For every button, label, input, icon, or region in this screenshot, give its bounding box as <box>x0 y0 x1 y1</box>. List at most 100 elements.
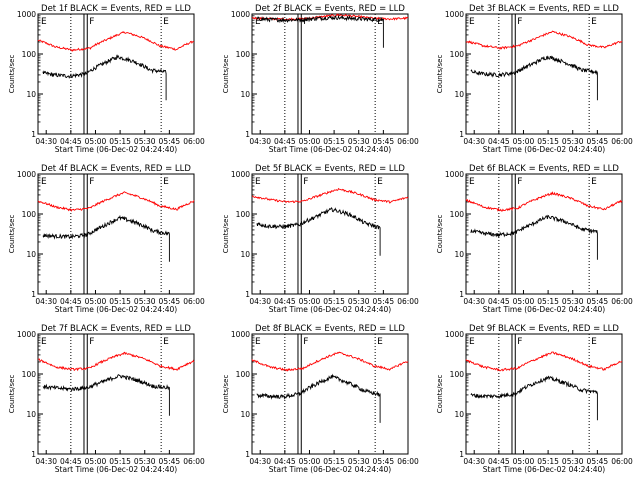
x-axis-label: Start Time (06-Dec-02 04:24:40) <box>483 145 605 154</box>
x-tick-label: 06:00 <box>183 137 205 146</box>
x-tick-label: 04:30 <box>463 137 485 146</box>
y-tick-label: 100 <box>236 370 251 379</box>
x-tick-label: 04:45 <box>60 457 82 466</box>
plot-frame <box>465 173 623 295</box>
lld-series-line <box>251 187 409 204</box>
y-tick-label: 10 <box>240 410 250 419</box>
panel-det-7: Det 7f BLACK = Events, RED = LLD Counts/s… <box>8 324 205 474</box>
marker-label: E <box>591 177 597 187</box>
events-series-line <box>42 374 170 416</box>
y-tick-label: 10 <box>240 90 250 99</box>
y-axis-label: Counts/sec <box>222 55 230 94</box>
x-axis-label: Start Time (06-Dec-02 04:24:40) <box>269 145 391 154</box>
marker-label: F <box>303 17 308 27</box>
x-tick-label: 05:45 <box>587 137 609 146</box>
x-tick-label: 05:00 <box>299 457 321 466</box>
marker-label: E <box>469 177 475 187</box>
y-tick-label: 1000 <box>231 330 250 339</box>
x-tick-label: 05:15 <box>537 297 559 306</box>
y-axis-label: Counts/sec <box>222 375 230 414</box>
x-tick-label: 05:15 <box>323 137 345 146</box>
y-tick-label: 10 <box>454 90 464 99</box>
panel-det-2: Det 2f BLACK = Events, RED = LLD Counts/s… <box>222 4 419 154</box>
marker-label: F <box>303 337 308 347</box>
y-tick-label: 10 <box>26 410 36 419</box>
lld-series-line <box>37 351 195 372</box>
plot-frame <box>251 13 409 135</box>
y-axis-label: Counts/sec <box>8 55 16 94</box>
panel-det-4: Det 4f BLACK = Events, RED = LLD Counts/s… <box>8 164 205 314</box>
marker-label: E <box>163 337 169 347</box>
marker-label: F <box>517 17 522 27</box>
y-tick-label: 1000 <box>231 170 250 179</box>
x-tick-label: 05:15 <box>323 297 345 306</box>
y-tick-label: 1 <box>31 130 36 139</box>
marker-label: F <box>89 337 94 347</box>
y-tick-label: 100 <box>236 50 251 59</box>
marker-label: E <box>163 177 169 187</box>
x-tick-label: 05:30 <box>348 457 370 466</box>
y-tick-label: 1000 <box>445 10 464 19</box>
lld-series-line <box>37 191 195 212</box>
x-tick-label: 05:00 <box>85 137 107 146</box>
marker-label: E <box>377 17 383 27</box>
x-tick-label: 06:00 <box>183 457 205 466</box>
panel-title: Det 1f BLACK = Events, RED = LLD <box>41 4 191 14</box>
panel-det-1: Det 1f BLACK = Events, RED = LLD Counts/s… <box>8 4 205 154</box>
x-tick-label: 05:30 <box>562 297 584 306</box>
x-tick-label: 05:30 <box>348 297 370 306</box>
x-tick-label: 05:15 <box>537 137 559 146</box>
x-tick-label: 04:30 <box>463 457 485 466</box>
x-tick-label: 05:30 <box>348 137 370 146</box>
x-tick-label: 05:45 <box>159 457 181 466</box>
x-tick-label: 06:00 <box>611 457 633 466</box>
y-tick-label: 10 <box>26 90 36 99</box>
x-tick-label: 05:30 <box>562 457 584 466</box>
x-tick-label: 05:00 <box>513 457 535 466</box>
marker-label: E <box>163 17 169 27</box>
y-tick-label: 1000 <box>17 10 36 19</box>
x-tick-label: 04:45 <box>60 137 82 146</box>
x-tick-label: 05:45 <box>587 297 609 306</box>
x-tick-label: 05:00 <box>513 137 535 146</box>
x-tick-label: 04:45 <box>274 137 296 146</box>
x-tick-label: 05:45 <box>373 457 395 466</box>
x-tick-label: 04:45 <box>274 457 296 466</box>
x-tick-label: 05:00 <box>513 297 535 306</box>
plot-frame <box>37 173 195 295</box>
events-series-line <box>42 214 170 262</box>
events-series-line <box>42 54 167 101</box>
y-axis-label: Counts/sec <box>436 215 444 254</box>
panel-title: Det 2f BLACK = Events, RED = LLD <box>255 4 405 14</box>
y-tick-label: 10 <box>26 250 36 259</box>
x-tick-label: 05:15 <box>323 457 345 466</box>
marker-label: E <box>377 177 383 187</box>
lld-series-line <box>465 351 623 372</box>
panel-det-3: Det 3f BLACK = Events, RED = LLD Counts/s… <box>436 4 633 154</box>
events-series-line <box>256 14 384 48</box>
plot-frame <box>465 333 623 455</box>
y-tick-label: 100 <box>450 370 465 379</box>
marker-label: E <box>469 17 475 27</box>
x-tick-label: 04:30 <box>249 297 271 306</box>
x-tick-label: 04:45 <box>488 297 510 306</box>
y-tick-label: 100 <box>236 210 251 219</box>
x-tick-label: 04:45 <box>274 297 296 306</box>
y-tick-label: 1 <box>459 450 464 459</box>
y-tick-label: 100 <box>22 210 37 219</box>
y-tick-label: 1 <box>459 130 464 139</box>
x-tick-label: 05:45 <box>159 297 181 306</box>
marker-label: E <box>255 337 261 347</box>
panel-det-6: Det 6f BLACK = Events, RED = LLD Counts/s… <box>436 164 633 314</box>
y-tick-label: 1000 <box>445 170 464 179</box>
y-tick-label: 100 <box>450 50 465 59</box>
x-tick-label: 05:15 <box>109 297 131 306</box>
marker-label: F <box>303 177 308 187</box>
events-series-line <box>256 373 381 423</box>
y-tick-label: 1 <box>245 290 250 299</box>
y-axis-label: Counts/sec <box>8 375 16 414</box>
marker-label: F <box>89 17 94 27</box>
x-tick-label: 04:30 <box>35 297 57 306</box>
y-tick-label: 1 <box>245 450 250 459</box>
x-tick-label: 05:30 <box>134 297 156 306</box>
